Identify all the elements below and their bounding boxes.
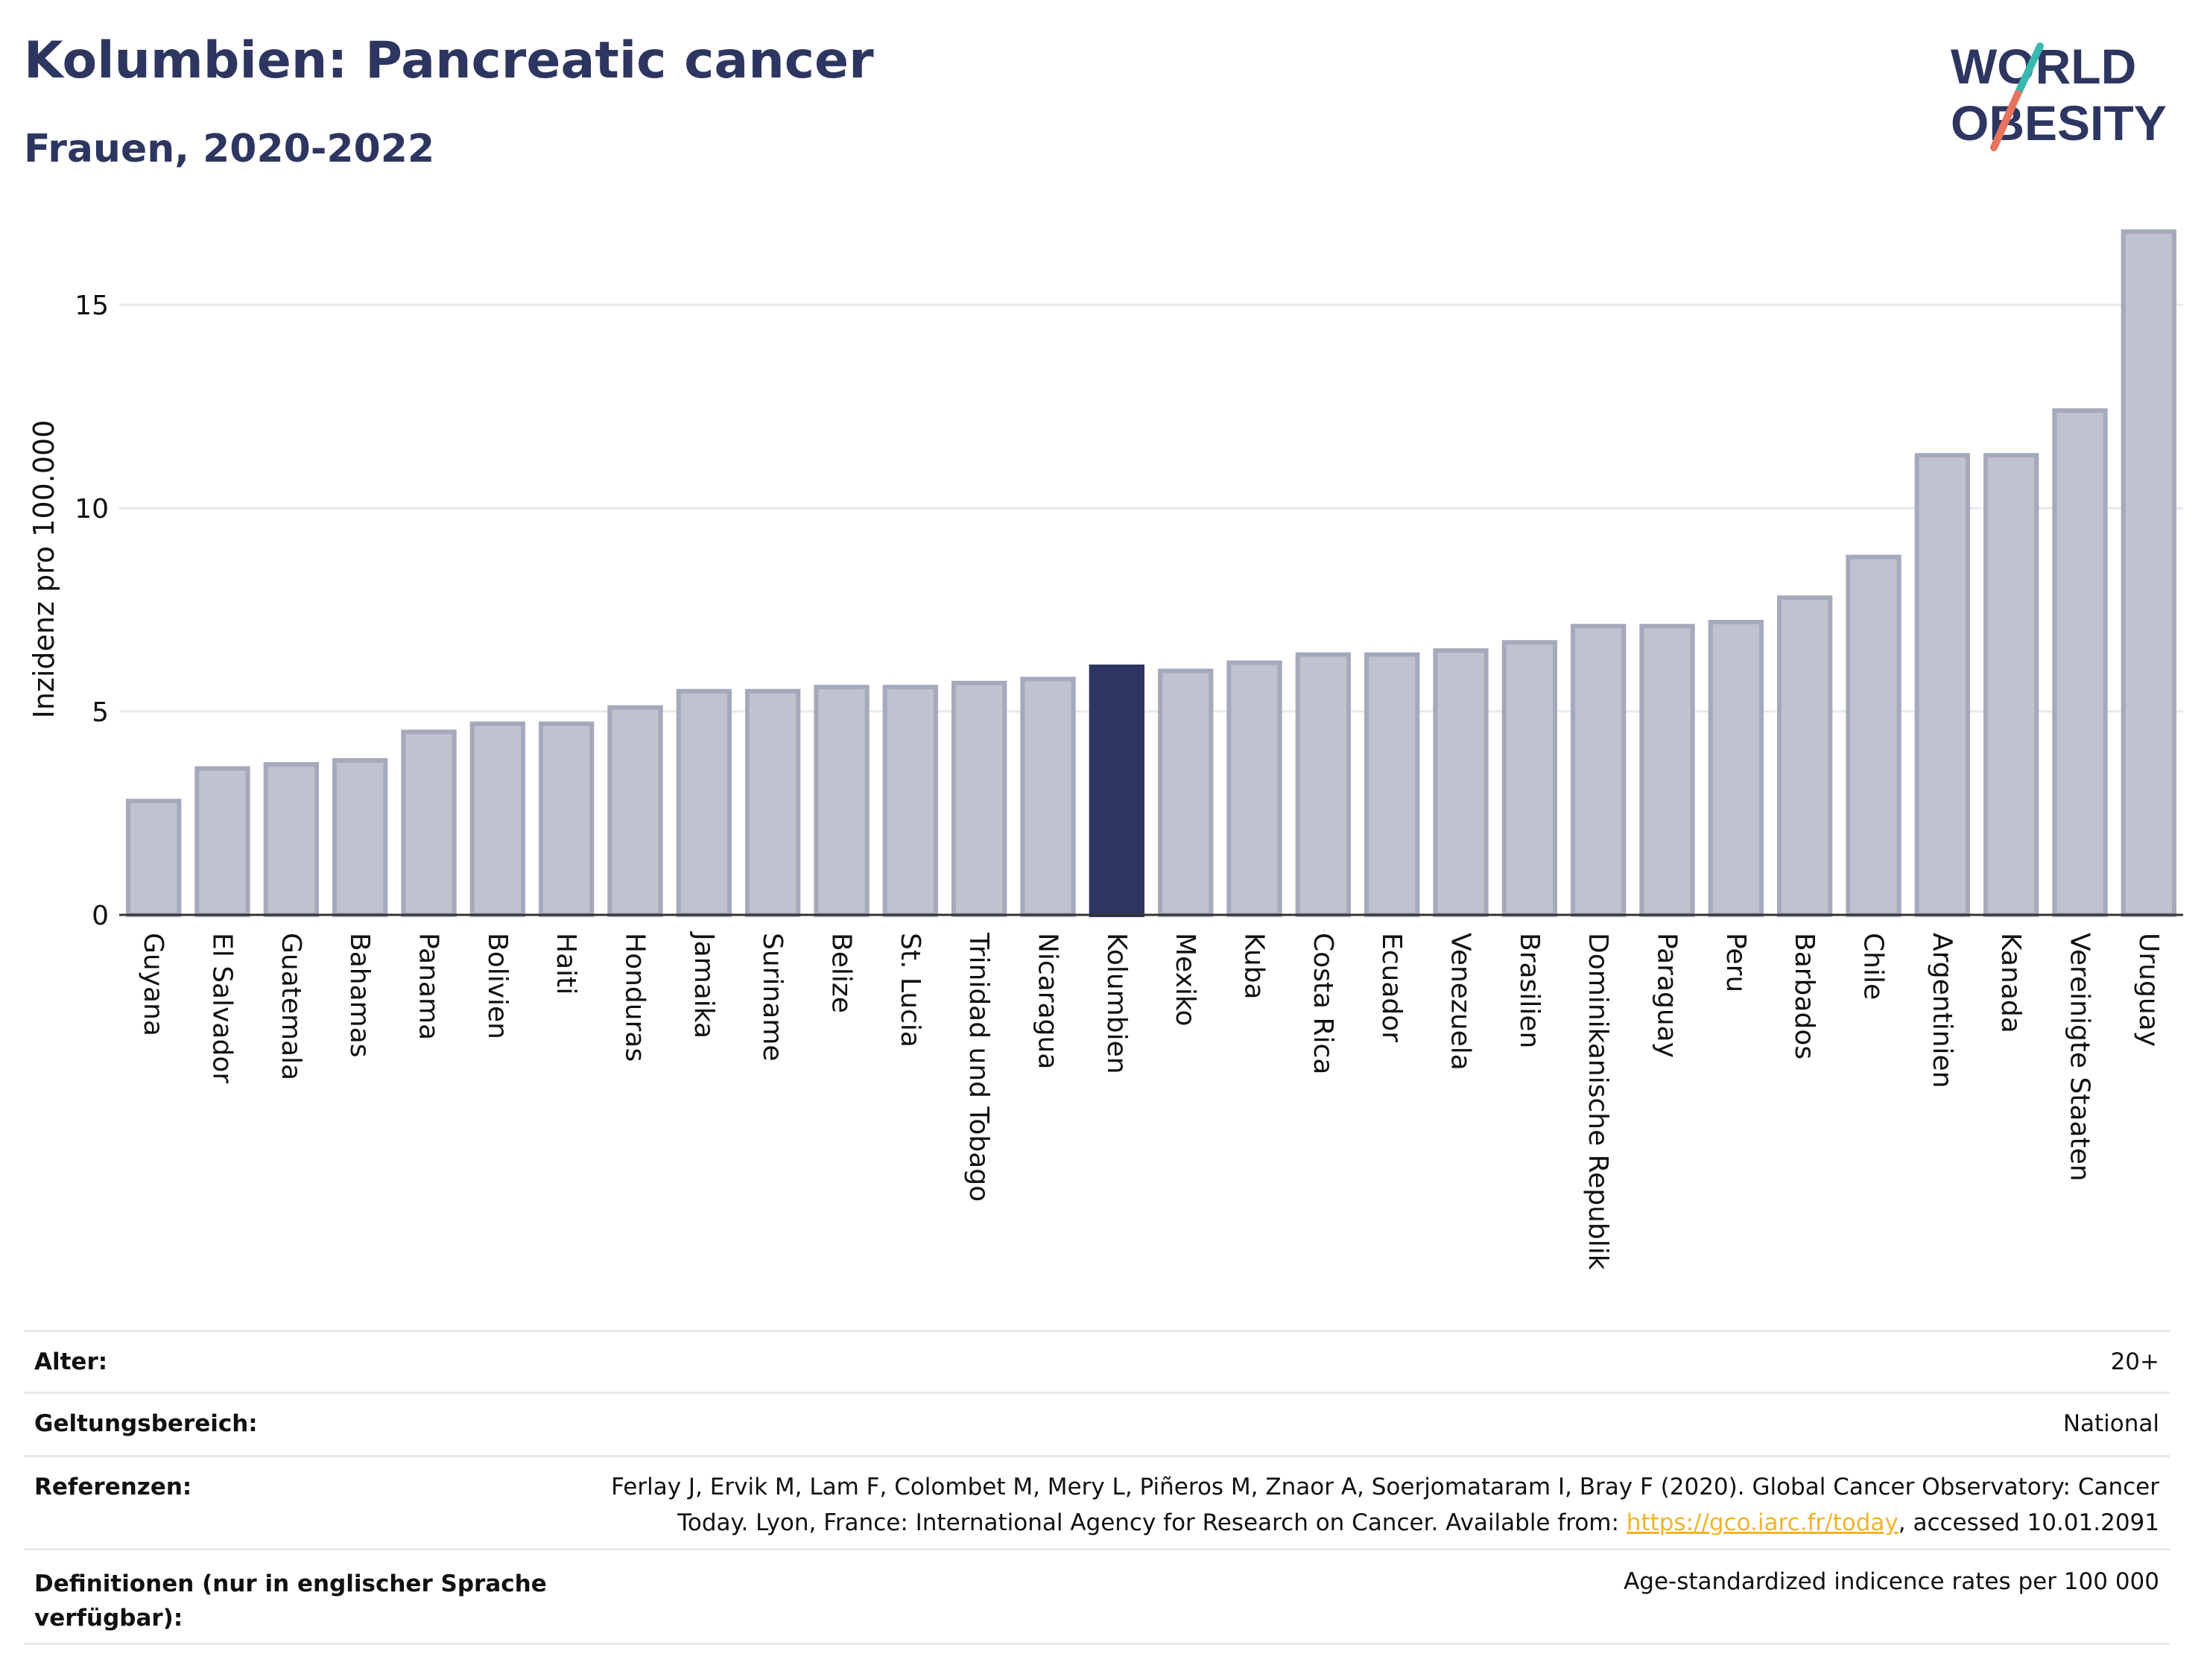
meta-refs-value: Ferlay J, Ervik M, Lam F, Colombet M, Me…	[611, 1469, 2159, 1541]
bar-peru	[1708, 619, 1764, 918]
x-tick-label: Kolumbien	[1101, 933, 1132, 1074]
x-tick-label: Jamaika	[688, 931, 719, 1039]
bar-kuba	[1226, 660, 1282, 917]
meta-defs-label: Definitionen (nur in englischer Sprache …	[34, 1570, 547, 1632]
page-title: Kolumbien: Pancreatic cancer	[24, 31, 874, 90]
metadata-table: Alter: 20+ Geltungsbereich: National Ref…	[24, 1330, 2170, 1645]
logo-slash-top	[2014, 42, 2044, 98]
y-axis-label: Inzidenz pro 100.000	[28, 420, 60, 719]
bar-vereinigte-staaten	[2052, 408, 2108, 917]
bar-bolivien	[469, 721, 525, 917]
x-tick-label: Suriname	[757, 933, 788, 1062]
bar-dominikanische-republik	[1571, 624, 1627, 917]
x-tick-label: Dominikanische Republik	[1583, 933, 1613, 1270]
bar-paraguay	[1639, 624, 1695, 917]
y-tick-label: 0	[92, 901, 109, 931]
x-tick-label: Barbados	[1789, 933, 1820, 1059]
bar-guatemala	[263, 762, 319, 918]
page-subtitle: Frauen, 2020-2022	[24, 127, 435, 171]
meta-row-definitions: Definitionen (nur in englischer Sprache …	[24, 1548, 2170, 1645]
x-axis-ticks: Guyana El Salvador Guatemala Bahamas Panama B…	[138, 931, 2164, 1270]
bar-argentinien	[1914, 453, 1970, 917]
bar-chile	[1846, 554, 1901, 917]
bar-jamaika	[676, 688, 732, 917]
chart-bars	[126, 229, 2176, 918]
meta-scope-label: Geltungsbereich:	[34, 1410, 258, 1437]
x-tick-label: Mexiko	[1170, 933, 1200, 1026]
bar-bahamas	[332, 758, 388, 917]
x-tick-label: Haiti	[551, 933, 581, 995]
bar-honduras	[607, 705, 663, 917]
world-obesity-logo: WORLD OBESITY	[1951, 39, 2167, 151]
bar-guyana	[126, 799, 182, 918]
bar-kolumbien	[1089, 665, 1144, 917]
x-tick-label: Uruguay	[2133, 933, 2164, 1047]
reference-link[interactable]: https://gco.iarc.fr/today	[1626, 1509, 1899, 1536]
bar-el-salvador	[194, 766, 250, 917]
x-tick-label: Panama	[414, 933, 444, 1040]
bar-haiti	[539, 721, 595, 917]
bar-trinidad-und-tobago	[951, 680, 1007, 917]
bar-costa-rica	[1295, 652, 1351, 918]
meta-row-age: Alter: 20+	[24, 1330, 2170, 1392]
logo-slash-bottom	[1990, 90, 2021, 151]
logo-text-world: WORLD	[1951, 39, 2136, 94]
x-tick-label: Nicaragua	[1033, 933, 1063, 1069]
y-tick-label: 10	[75, 494, 109, 524]
x-tick-label: Guatemala	[276, 933, 306, 1080]
y-axis-ticks: 0 5 10 15	[75, 291, 109, 931]
x-tick-label: Peru	[1720, 933, 1751, 992]
bar-mexiko	[1158, 668, 1214, 917]
bar-st-lucia	[882, 685, 938, 918]
x-tick-label: Venezuela	[1445, 933, 1476, 1071]
meta-refs-line2: Today. Lyon, France: International Agenc…	[677, 1509, 2159, 1536]
bar-panama	[401, 729, 457, 918]
x-tick-label: Brasilien	[1514, 933, 1545, 1048]
x-tick-label: Argentinien	[1927, 933, 1957, 1088]
bar-kanada	[1983, 453, 2039, 917]
x-tick-label: Chile	[1858, 933, 1889, 1000]
bar-belize	[814, 685, 870, 918]
meta-row-scope: Geltungsbereich: National	[24, 1392, 2170, 1455]
logo-text-obesity: OBESITY	[1951, 95, 2167, 150]
x-tick-label: Bolivien	[482, 933, 513, 1039]
x-tick-label: El Salvador	[207, 933, 238, 1083]
x-tick-label: Kuba	[1239, 933, 1270, 1000]
bar-suriname	[745, 688, 801, 917]
meta-refs-line1: Ferlay J, Ervik M, Lam F, Colombet M, Me…	[611, 1474, 2159, 1500]
meta-scope-value: National	[2062, 1410, 2159, 1437]
meta-row-references: Referenzen: Ferlay J, Ervik M, Lam F, Co…	[24, 1455, 2170, 1548]
y-tick-label: 5	[92, 697, 109, 728]
bar-ecuador	[1364, 652, 1420, 918]
meta-refs-label: Referenzen:	[34, 1474, 192, 1500]
bar-uruguay	[2121, 229, 2176, 917]
x-tick-label: Ecuador	[1376, 933, 1407, 1042]
x-tick-label: Kanada	[1995, 933, 2026, 1033]
bar-chart: 0 5 10 15 Guyana El Salvador Guatemala Bahamas…	[28, 229, 2183, 1270]
y-tick-label: 15	[75, 291, 109, 321]
bar-barbados	[1777, 595, 1833, 918]
x-tick-label: Bahamas	[344, 933, 375, 1058]
x-tick-label: Belize	[826, 933, 857, 1013]
x-tick-label: Paraguay	[1652, 933, 1682, 1058]
x-tick-label: Trinidad und Tobago	[963, 932, 994, 1202]
x-tick-label: Guyana	[138, 933, 168, 1036]
meta-age-label: Alter:	[34, 1348, 108, 1375]
meta-defs-value: Age-standardized indicence rates per 100…	[1624, 1568, 2159, 1595]
x-tick-label: St. Lucia	[895, 933, 925, 1047]
x-tick-label: Costa Rica	[1308, 933, 1338, 1074]
bar-nicaragua	[1020, 676, 1076, 917]
meta-age-value: 20+	[2110, 1348, 2159, 1375]
x-tick-label: Honduras	[620, 933, 650, 1062]
bar-brasilien	[1501, 640, 1557, 918]
bar-venezuela	[1433, 648, 1489, 917]
x-tick-label: Vereinigte Staaten	[2065, 933, 2095, 1182]
chart-grid	[119, 303, 2183, 713]
